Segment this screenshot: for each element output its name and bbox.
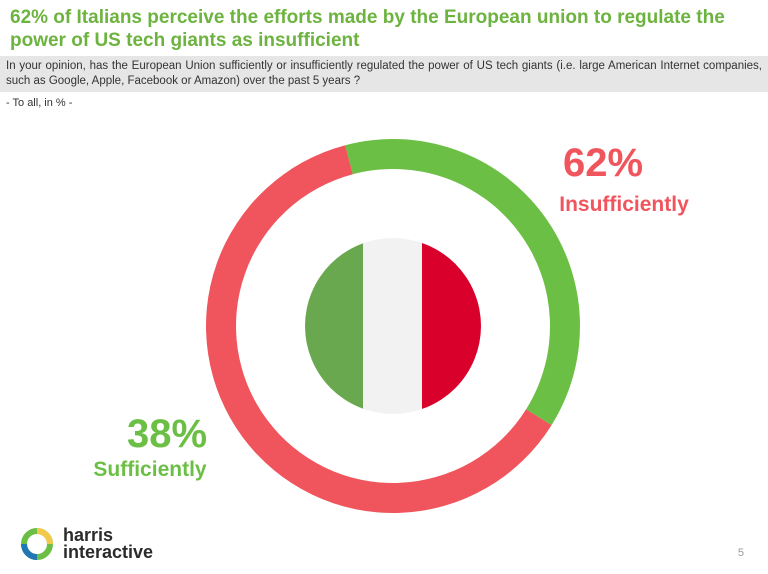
- brand-line-2: interactive: [63, 542, 154, 562]
- brand-line-1: harris: [63, 525, 114, 545]
- flag-white-band: [363, 238, 423, 414]
- flag-red-band: [422, 238, 481, 414]
- base-note: - To all, in % -: [6, 97, 73, 109]
- donut-slice-sufficiently: [345, 138, 581, 426]
- question-text: In your opinion, has the European Union …: [0, 56, 768, 92]
- flag-green-band: [305, 238, 364, 414]
- italy-flag-icon: [305, 238, 481, 414]
- page-title: 62% of Italians perceive the efforts mad…: [10, 7, 725, 51]
- insufficiently-value-label: 62%: [563, 141, 643, 185]
- page-number: 5: [737, 547, 744, 559]
- sufficiently-value-label: 38%: [127, 412, 207, 456]
- insufficiently-category-label: Insufficiently: [559, 193, 689, 216]
- brand-name: harris interactive: [63, 525, 154, 562]
- harris-interactive-logo-icon: [21, 528, 53, 560]
- sufficiently-category-label: Sufficiently: [93, 458, 207, 481]
